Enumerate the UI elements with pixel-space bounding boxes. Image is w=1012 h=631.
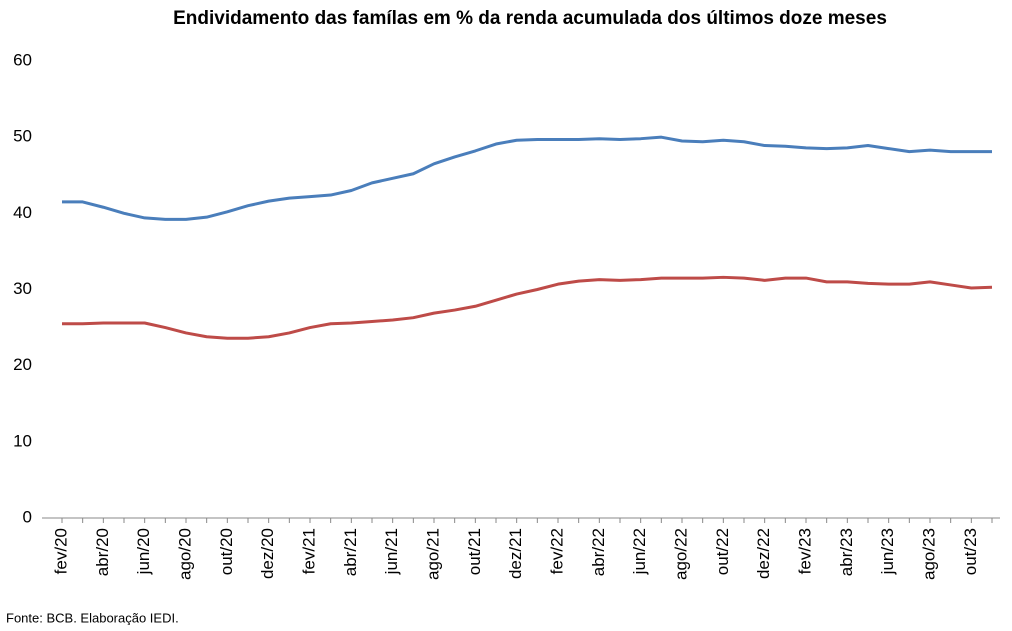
source-note: Fonte: BCB. Elaboração IEDI.	[6, 610, 179, 625]
series-line	[62, 135, 992, 221]
x-tick-label: jun/23	[878, 528, 897, 575]
x-tick-label: jun/22	[630, 528, 649, 575]
x-tick-label: out/22	[713, 528, 732, 575]
series-line	[62, 275, 993, 340]
x-tick-label: fev/21	[299, 528, 318, 574]
x-tick-label: ago/22	[671, 528, 690, 580]
x-tick-label: ago/23	[919, 528, 938, 580]
x-tick-label: out/21	[465, 528, 484, 575]
x-tick-label: ago/20	[175, 528, 194, 580]
chart-title: Endividamento das famílas em % da renda …	[173, 8, 887, 29]
x-tick-label: ago/21	[423, 528, 442, 580]
y-tick-label: 30	[13, 279, 32, 298]
x-tick-label: out/23	[961, 528, 980, 575]
x-tick-label: abr/20	[93, 528, 112, 576]
x-tick-label: fev/23	[795, 528, 814, 574]
x-tick-label: fev/22	[547, 528, 566, 574]
y-tick-label: 50	[13, 127, 32, 146]
x-tick-label: fev/20	[51, 528, 70, 574]
x-tick-label: jun/20	[134, 528, 153, 575]
y-tick-label: 40	[13, 203, 32, 222]
y-tick-label: 20	[13, 355, 32, 374]
x-tick-label: dez/22	[754, 528, 773, 579]
x-tick-label: abr/22	[589, 528, 608, 576]
x-tick-label: jun/21	[382, 528, 401, 575]
x-tick-label: dez/21	[506, 528, 525, 579]
x-tick-label: abr/23	[837, 528, 856, 576]
y-tick-label: 60	[13, 50, 32, 69]
x-tick-label: abr/21	[341, 528, 360, 576]
y-tick-label: 10	[13, 431, 32, 450]
y-tick-label: 0	[23, 507, 32, 526]
x-tick-label: out/20	[217, 528, 236, 575]
x-tick-label: dez/20	[258, 528, 277, 579]
